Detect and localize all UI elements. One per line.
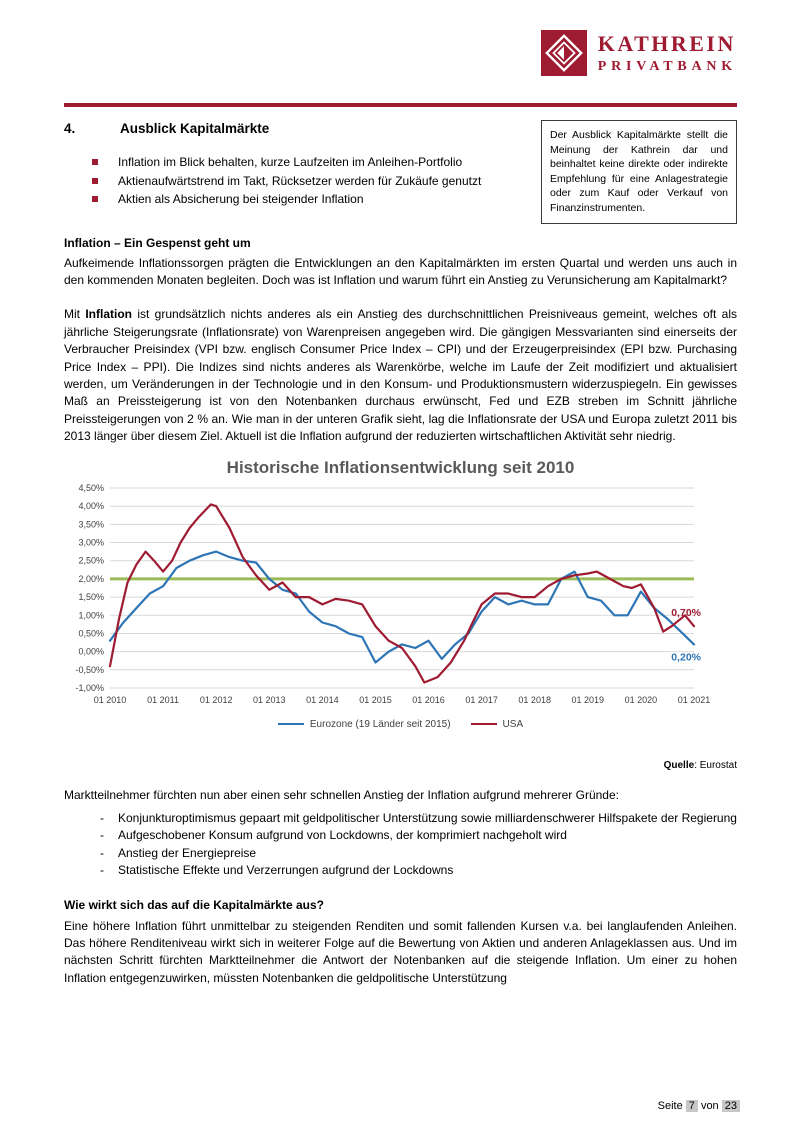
eurozone-end-label: 0,20% xyxy=(671,651,701,663)
legend-label-eurozone: Eurozone (19 Länder seit 2015) xyxy=(309,718,451,730)
svg-text:4,00%: 4,00% xyxy=(78,501,104,511)
x-axis-labels: 01 2010 01 2011 01 2012 01 2013 01 2014 01 20… xyxy=(94,695,711,705)
svg-text:01 2019: 01 2019 xyxy=(572,695,605,705)
inflation-heading: Inflation – Ein Gespenst geht um xyxy=(64,235,251,250)
svg-text:3,00%: 3,00% xyxy=(78,537,104,547)
legend-label-usa: USA xyxy=(502,718,524,730)
para2-prefix: Mit xyxy=(64,307,86,322)
page-footer: Seite 7 von 23 xyxy=(658,1100,740,1112)
svg-text:01 2015: 01 2015 xyxy=(359,695,392,705)
eurozone-series-line xyxy=(108,550,696,664)
svg-text:01 2018: 01 2018 xyxy=(518,695,551,705)
footer-von-label: von xyxy=(700,1100,719,1112)
svg-text:0,00%: 0,00% xyxy=(78,646,104,656)
section-number: 4. xyxy=(64,121,76,136)
svg-text:0,50%: 0,50% xyxy=(78,628,104,638)
svg-text:01 2020: 01 2020 xyxy=(625,695,658,705)
svg-text:01 2017: 01 2017 xyxy=(465,695,498,705)
svg-text:4,50%: 4,50% xyxy=(78,483,104,493)
logo-line2: PRIVATBANK xyxy=(597,58,737,74)
inflation-chart-svg: 4,50% 4,00% 3,50% 3,00% 2,50% 2,00% 1,50% 1,00%… xyxy=(75,483,711,705)
impact-heading: Wie wirkt sich das auf die Kapitalmärkte… xyxy=(64,897,324,912)
svg-text:01 2021: 01 2021 xyxy=(678,695,711,705)
usa-series-line xyxy=(108,502,696,684)
svg-text:01 2011: 01 2011 xyxy=(147,695,179,705)
reasons-list: Konjunkturoptimismus gepaart mit geldpol… xyxy=(64,810,737,880)
source-value: : Eurostat xyxy=(694,759,737,771)
svg-text:01 2012: 01 2012 xyxy=(200,695,233,705)
svg-text:01 2010: 01 2010 xyxy=(94,695,127,705)
section-heading: 4. Ausblick Kapitalmärkte xyxy=(64,120,525,137)
list-item: Anstieg der Energiepreise xyxy=(64,845,737,863)
legend-item-usa: USA xyxy=(470,718,524,730)
list-item: Aktien als Absicherung bei steigender In… xyxy=(64,190,525,209)
key-points-list: Inflation im Blick behalten, kurze Laufz… xyxy=(64,153,525,209)
usa-end-label: 0,70% xyxy=(671,607,701,619)
list-item: Konjunkturoptimismus gepaart mit geldpol… xyxy=(64,810,737,828)
section-intro-left: 4. Ausblick Kapitalmärkte Inflation im B… xyxy=(64,120,541,224)
inflation-intro-paragraph: Aufkeimende Inflationssorgen prägten die… xyxy=(64,255,737,287)
kathrein-wordmark: KATHREIN PRIVATBANK xyxy=(597,30,737,75)
kathrein-logo: KATHREIN PRIVATBANK xyxy=(540,30,737,76)
list-item: Statistische Effekte und Verzerrungen au… xyxy=(64,862,737,880)
chart-source: Quelle: Eurostat xyxy=(64,760,737,771)
y-axis-labels: 4,50% 4,00% 3,50% 3,00% 2,50% 2,00% 1,50% 1,00%… xyxy=(75,483,104,693)
usa-line-swatch xyxy=(470,722,497,726)
page-header: KATHREIN PRIVATBANK xyxy=(64,30,737,76)
section-title: Ausblick Kapitalmärkte xyxy=(120,121,270,136)
svg-text:01 2016: 01 2016 xyxy=(412,695,445,705)
disclaimer-box: Der Ausblick Kapitalmärkte stellt die Me… xyxy=(541,120,737,224)
inflation-chart: Historische Inflationsentwicklung seit 2… xyxy=(64,458,737,771)
inflation-definition-paragraph: Mit Inflation ist grundsätzlich nichts a… xyxy=(64,306,737,445)
logo-line1: KATHREIN xyxy=(597,30,736,56)
list-item: Aufgeschobener Konsum aufgrund von Lockd… xyxy=(64,827,737,845)
header-divider-rule xyxy=(64,103,737,107)
chart-legend: Eurozone (19 Länder seit 2015) USA xyxy=(64,719,737,730)
footer-seite-label: Seite xyxy=(657,1100,683,1112)
svg-text:3,50%: 3,50% xyxy=(78,519,104,529)
chart-title: Historische Inflationsentwicklung seit 2… xyxy=(226,457,575,477)
legend-item-eurozone: Eurozone (19 Länder seit 2015) xyxy=(277,718,451,730)
list-item: Inflation im Blick behalten, kurze Laufz… xyxy=(64,153,525,172)
svg-text:1,00%: 1,00% xyxy=(78,610,104,620)
kathrein-logo-icon xyxy=(540,30,587,76)
svg-text:1,50%: 1,50% xyxy=(78,592,104,602)
list-item: Aktienaufwärtstrend im Takt, Rücksetzer … xyxy=(64,172,525,191)
gridlines xyxy=(110,487,694,689)
svg-text:2,00%: 2,00% xyxy=(78,574,104,584)
para2-rest: ist grundsätzlich nichts anderes als ein… xyxy=(64,307,737,444)
impact-paragraph: Eine höhere Inflation führt unmittelbar … xyxy=(64,918,737,985)
eurozone-line-swatch xyxy=(277,722,304,726)
reasons-intro: Marktteilnehmer fürchten nun aber einen … xyxy=(64,787,619,802)
footer-total-pages: 23 xyxy=(721,1100,740,1112)
footer-page-number: 7 xyxy=(685,1100,698,1112)
section-intro: 4. Ausblick Kapitalmärkte Inflation im B… xyxy=(64,120,737,224)
svg-text:-1,00%: -1,00% xyxy=(75,683,104,693)
svg-text:-0,50%: -0,50% xyxy=(75,664,104,674)
source-label: Quelle xyxy=(663,759,695,771)
para2-bold-term: Inflation xyxy=(85,307,133,322)
svg-text:2,50%: 2,50% xyxy=(78,555,104,565)
svg-text:01 2013: 01 2013 xyxy=(253,695,286,705)
inflation-chart-plot: 4,50% 4,00% 3,50% 3,00% 2,50% 2,00% 1,50% 1,00%… xyxy=(64,482,737,719)
svg-text:01 2014: 01 2014 xyxy=(306,695,339,705)
